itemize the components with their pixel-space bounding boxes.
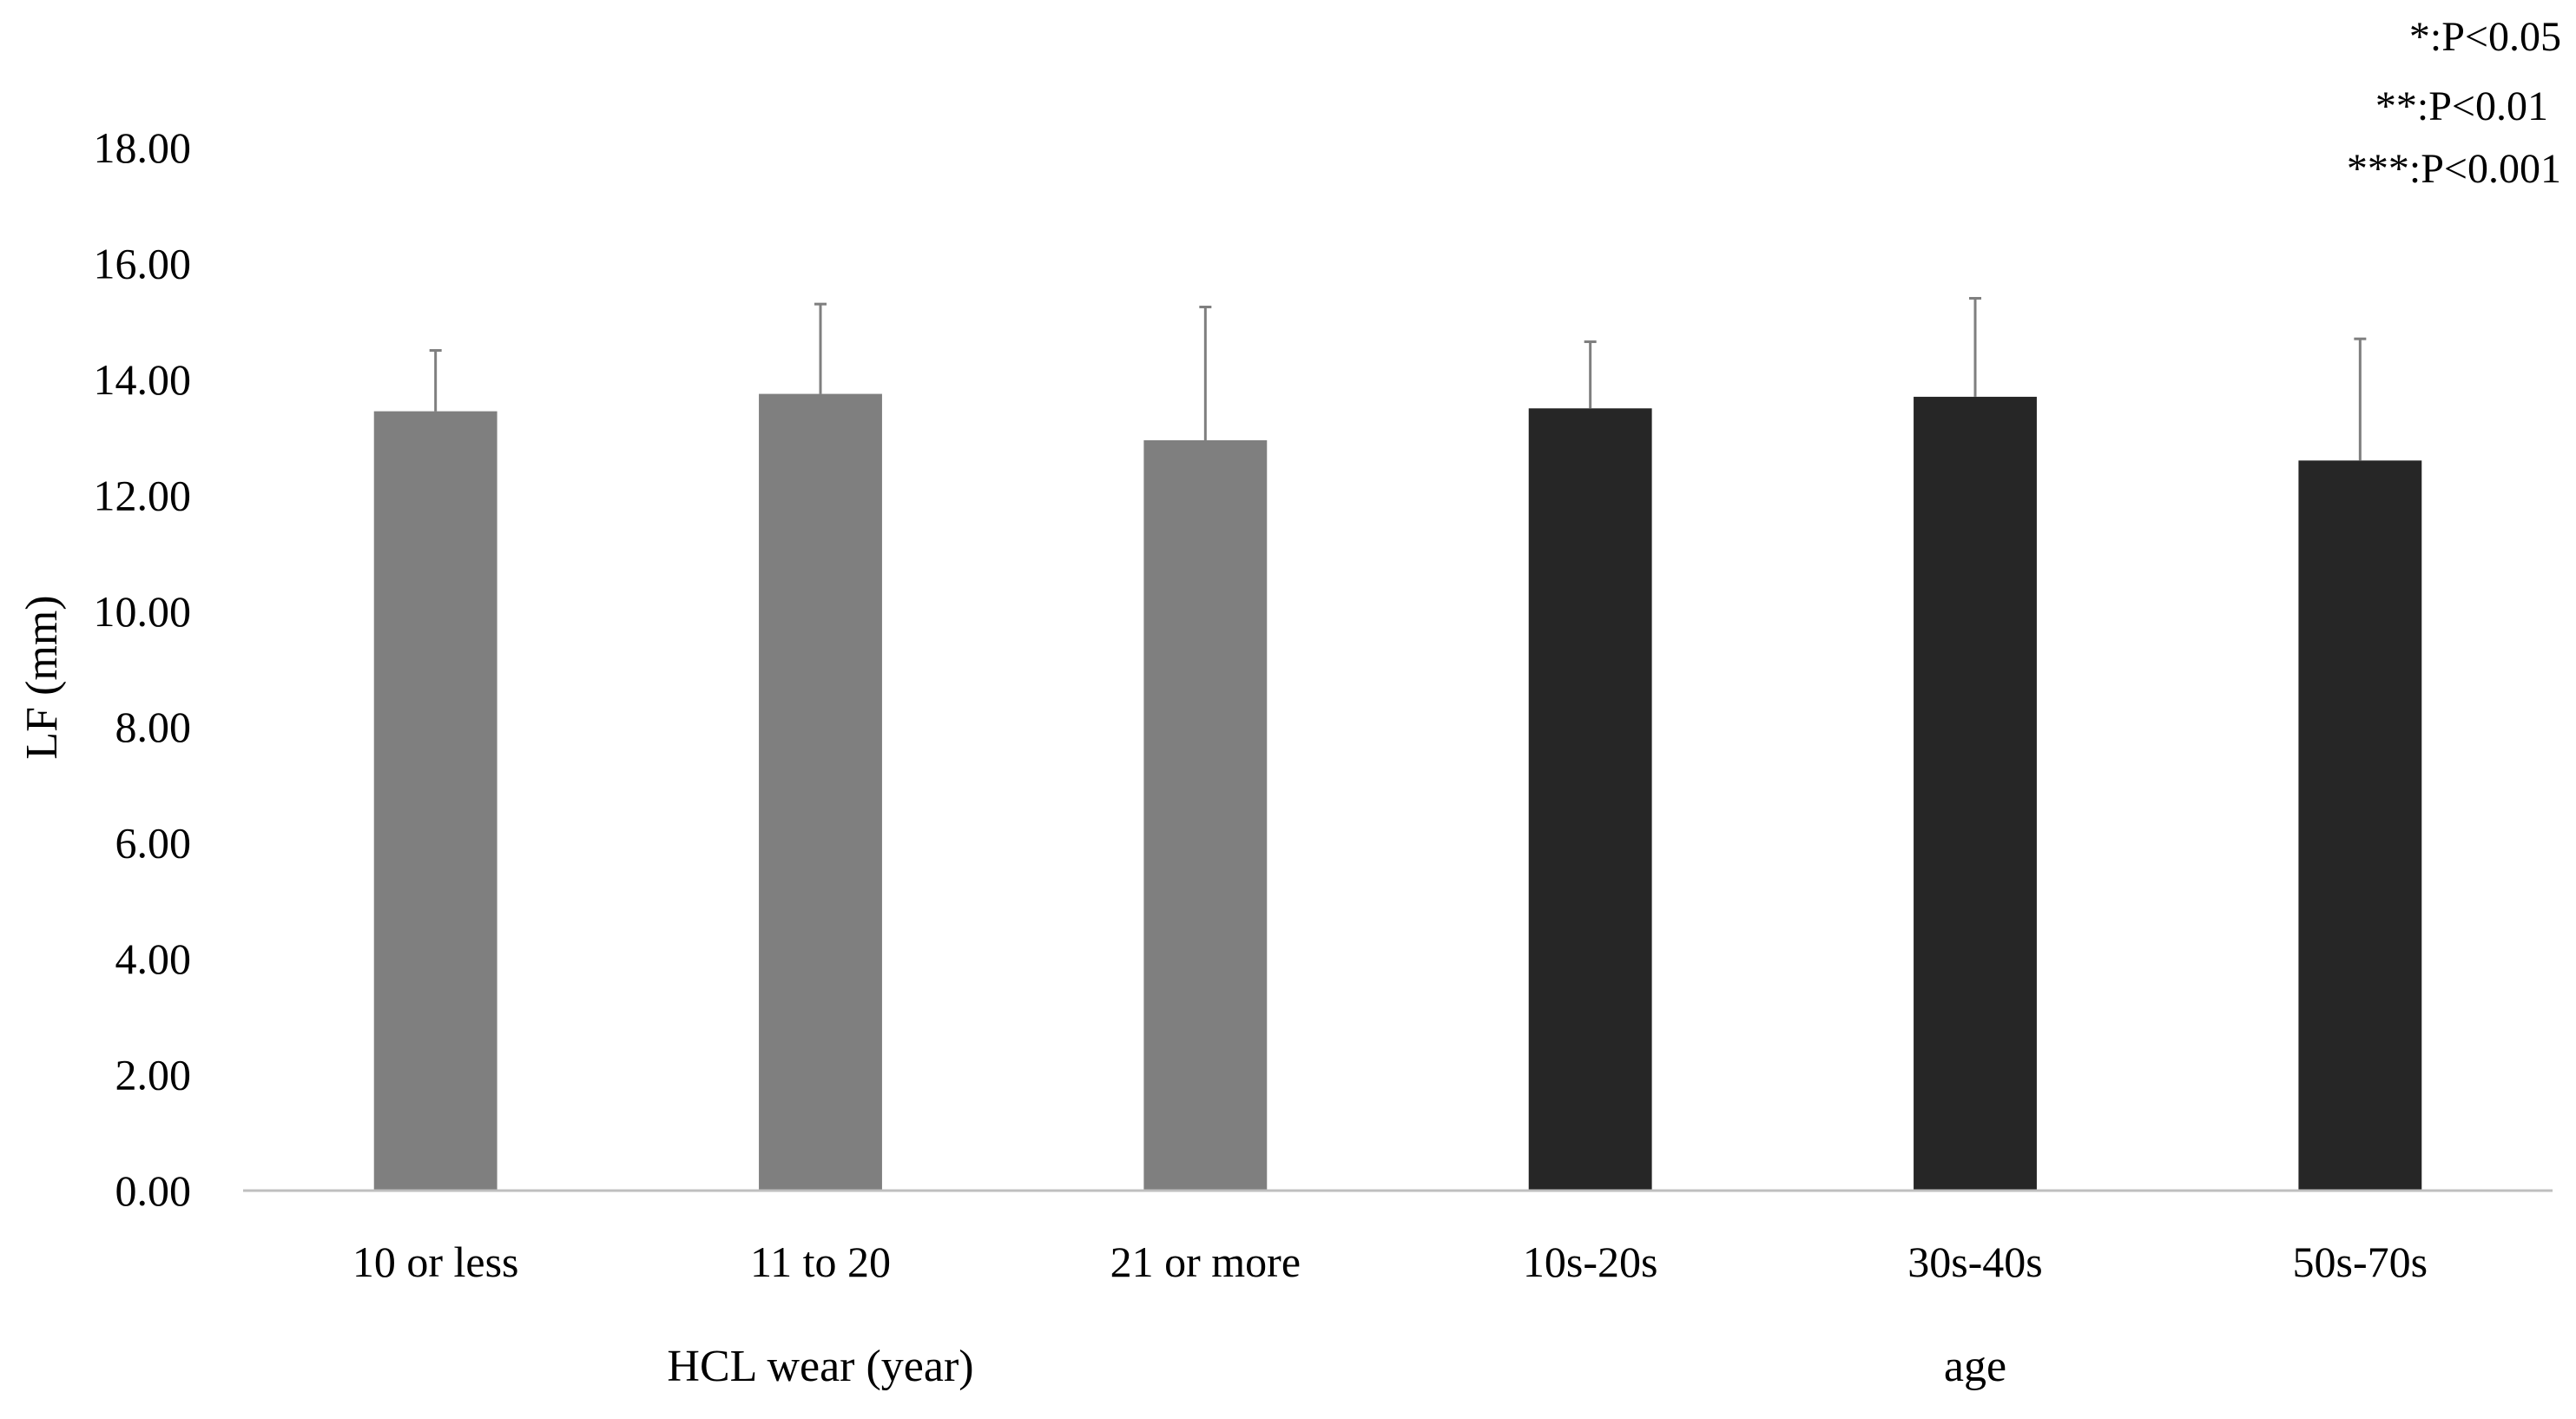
- significance-note-1: *:P<0.05: [2409, 14, 2561, 60]
- x-category-label: 21 or more: [1110, 1238, 1301, 1286]
- bar: [373, 411, 497, 1191]
- y-tick-label: 10.00: [94, 587, 192, 636]
- x-category-label: 10 or less: [352, 1238, 519, 1286]
- y-axis-title: LF (mm): [17, 595, 67, 759]
- bar: [2298, 460, 2422, 1191]
- bars: [373, 393, 2422, 1191]
- y-tick-label: 2.00: [115, 1051, 192, 1099]
- significance-note-2: **:P<0.01: [2375, 83, 2548, 129]
- y-axis-ticks: 0.00 2.00 4.00 6.00 8.00 10.00 12.00 14.00 16.00…: [94, 123, 192, 1215]
- y-tick-label: 12.00: [94, 471, 192, 519]
- y-tick-label: 4.00: [115, 934, 192, 983]
- x-group-label: age: [1944, 1342, 2006, 1391]
- y-tick-label: 0.00: [115, 1166, 192, 1215]
- x-category-label: 10s-20s: [1523, 1238, 1658, 1286]
- significance-note-3: ***:P<0.001: [2347, 146, 2561, 192]
- significance-legend: *:P<0.05 **:P<0.01 ***:P<0.001: [2347, 14, 2561, 192]
- bar: [1528, 408, 1652, 1191]
- x-category-label: 30s-40s: [1907, 1238, 2043, 1286]
- bar: [1914, 396, 2037, 1191]
- x-axis-group-labels: HCL wear (year) age: [667, 1342, 2006, 1391]
- x-group-label: HCL wear (year): [667, 1342, 973, 1391]
- y-tick-label: 14.00: [94, 355, 192, 404]
- y-tick-label: 6.00: [115, 819, 192, 868]
- error-bars: [429, 296, 2367, 461]
- y-tick-label: 18.00: [94, 123, 192, 172]
- x-category-label: 11 to 20: [750, 1238, 891, 1286]
- x-axis-category-labels: 10 or less 11 to 20 21 or more 10s-20s 30s-4…: [352, 1238, 2428, 1286]
- bar: [1143, 439, 1268, 1191]
- y-tick-label: 16.00: [94, 239, 192, 287]
- y-tick-label: 8.00: [115, 703, 192, 751]
- bar: [759, 393, 882, 1191]
- x-category-label: 50s-70s: [2293, 1238, 2428, 1286]
